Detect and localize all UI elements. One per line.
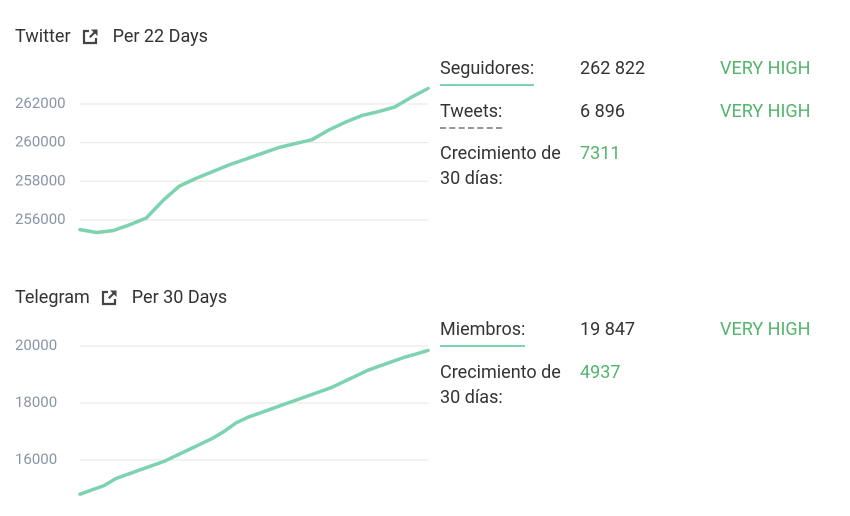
- panel-title: Twitter: [15, 26, 71, 47]
- stat-rating: VERY HIGH: [720, 319, 811, 340]
- panel-period: Per 30 Days: [131, 287, 228, 308]
- stat-rating: VERY HIGH: [720, 100, 811, 122]
- y-tick-label: 262000: [15, 94, 66, 112]
- stat-label: Miembros:: [440, 317, 526, 347]
- y-tick-label: 260000: [15, 133, 66, 151]
- y-tick-label: 258000: [15, 171, 66, 189]
- stat-value: 262 822: [580, 58, 646, 79]
- y-tick-label: 256000: [15, 210, 66, 228]
- panel-period: Per 22 Days: [112, 26, 208, 47]
- y-tick-label: 18000: [15, 393, 57, 411]
- panel-title: Telegram: [15, 287, 90, 308]
- stat-value: 19 847: [580, 319, 636, 340]
- stat-value: 7311: [580, 143, 621, 164]
- line: [78, 86, 430, 235]
- y-tick-label: 20000: [15, 336, 57, 354]
- stat-rating: VERY HIGH: [720, 58, 811, 79]
- stat-value: 6 896: [580, 100, 625, 122]
- stat-label: Crecimiento de 30 días:: [440, 143, 561, 189]
- panel-header: Twitter Per 22 Days: [15, 24, 208, 49]
- stat-label: Seguidores:: [440, 56, 535, 86]
- line: [78, 348, 430, 496]
- panel-header: Telegram Per 30 Days: [15, 285, 227, 310]
- stat-value: 4937: [580, 361, 621, 383]
- y-tick-label: 16000: [15, 450, 57, 468]
- external-link-icon[interactable]: [100, 289, 118, 307]
- stat-label: Tweets:: [440, 99, 503, 129]
- external-link-icon[interactable]: [81, 28, 99, 46]
- stat-label: Crecimiento de 30 días:: [440, 361, 561, 408]
